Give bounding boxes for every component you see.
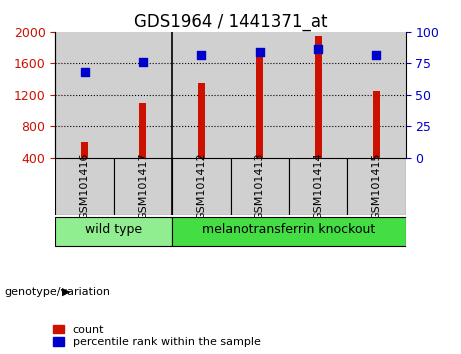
Bar — [230, 32, 289, 158]
Bar — [373, 91, 380, 158]
Bar — [55, 217, 172, 246]
Point — [373, 52, 380, 57]
Text: genotype/variation: genotype/variation — [5, 287, 111, 297]
Point — [256, 49, 263, 55]
Title: GDS1964 / 1441371_at: GDS1964 / 1441371_at — [134, 13, 327, 30]
Point — [198, 52, 205, 57]
Text: GSM101417: GSM101417 — [138, 153, 148, 221]
Text: GSM101415: GSM101415 — [372, 153, 382, 221]
Text: GSM101414: GSM101414 — [313, 153, 323, 221]
Bar — [139, 103, 147, 158]
Bar — [289, 32, 347, 158]
Bar — [314, 36, 322, 158]
Text: melanotransferrin knockout: melanotransferrin knockout — [202, 223, 376, 236]
Text: GSM101412: GSM101412 — [196, 153, 207, 221]
Text: GSM101413: GSM101413 — [254, 153, 265, 221]
Bar — [198, 83, 205, 158]
Bar — [114, 32, 172, 158]
Point — [139, 59, 147, 65]
Bar — [256, 56, 263, 158]
Bar — [114, 158, 172, 215]
Bar — [347, 158, 406, 215]
Bar — [55, 158, 114, 215]
Bar — [172, 217, 406, 246]
Bar — [230, 158, 289, 215]
Bar — [81, 142, 88, 158]
Text: GSM101416: GSM101416 — [79, 153, 89, 221]
Point — [81, 69, 88, 75]
Text: ▶: ▶ — [62, 287, 71, 297]
Point — [314, 47, 322, 52]
Bar — [55, 32, 114, 158]
Bar — [347, 32, 406, 158]
Bar — [289, 158, 347, 215]
Legend: count, percentile rank within the sample: count, percentile rank within the sample — [52, 324, 262, 348]
Bar — [172, 158, 230, 215]
Text: wild type: wild type — [85, 223, 142, 236]
Bar — [172, 32, 230, 158]
